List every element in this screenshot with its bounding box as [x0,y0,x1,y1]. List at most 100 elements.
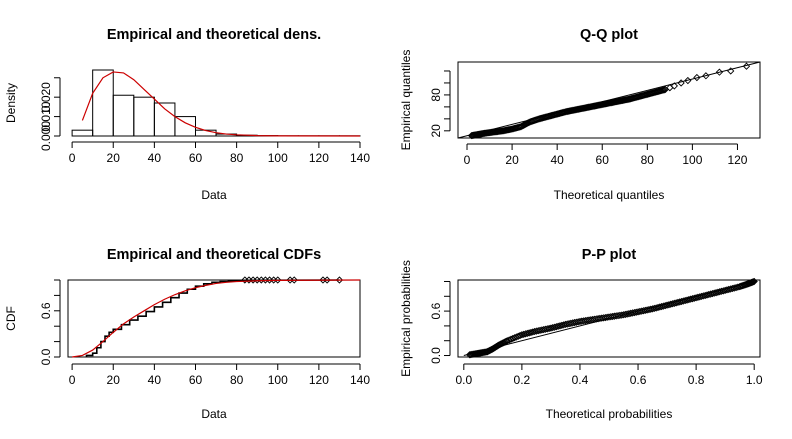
data-point [708,289,717,298]
x-tick-label: 0 [69,151,76,165]
data-point [556,322,564,330]
data-point [712,289,720,297]
data-point [543,325,551,333]
data-point [683,296,691,304]
x-tick-label: 60 [189,151,203,165]
panel-3-frame [457,279,761,358]
empirical-cdf-point [335,276,344,284]
y-tick-label: 0.020 [39,82,53,112]
x-tick-label: 40 [148,151,162,165]
data-point [715,68,724,76]
x-tick-label: 0.4 [572,373,589,387]
data-point [554,322,562,330]
data-point [525,329,533,337]
y-tick-label: 20 [429,124,443,138]
data-point [523,329,531,338]
data-point [696,293,704,301]
data-point [723,286,731,294]
data-point [721,286,729,295]
data-point [676,298,684,306]
data-point [659,86,667,94]
data-point [507,335,515,343]
x-tick-label: 60 [596,153,610,167]
data-point [705,290,713,299]
x-tick-label: 20 [107,151,121,165]
x-tick-label: 0.2 [514,373,531,387]
x-tick-label: 60 [189,373,203,387]
y-tick-label: 0.0 [429,347,443,364]
x-tick-label: 120 [727,153,747,167]
data-point [505,336,513,344]
data-point [694,293,702,301]
data-point [558,321,566,329]
data-point [663,301,671,309]
data-point [527,328,535,337]
data-point [530,327,539,336]
data-point [512,333,521,341]
data-point [661,301,669,310]
data-point [725,285,733,294]
data-point [552,323,561,331]
data-point [726,285,735,293]
data-point [714,288,722,296]
data-point [699,292,708,300]
data-point [670,299,678,307]
x-tick-label: 80 [230,373,244,387]
data-point [668,300,677,308]
x-tick-label: 80 [641,153,655,167]
data-point [716,288,724,296]
histogram-bar [112,94,135,137]
x-tick-label: 1.0 [746,373,763,387]
x-tick-label: 0.8 [688,373,705,387]
y-tick-label: 80 [429,88,443,102]
data-point [681,296,689,305]
panel-2-title: Empirical and theoretical CDFs [107,247,321,263]
histogram-bar [133,96,155,137]
data-point [510,334,519,342]
x-tick-label: 100 [268,373,288,387]
panel-2-ylabel: CDF [4,306,18,331]
data-point [677,79,685,87]
x-tick-label: 0 [464,153,471,167]
data-point [665,301,673,309]
data-point [672,299,680,307]
data-point [645,305,653,314]
data-point [750,277,758,286]
data-point [559,321,568,329]
data-point [503,337,512,345]
data-point [703,291,711,299]
histogram-bar [153,102,176,137]
x-tick-label: 80 [230,151,244,165]
data-point [693,73,701,82]
data-point [688,295,697,303]
x-tick-label: 20 [505,153,519,167]
fitted-cdf-curve [72,279,361,358]
x-tick-label: 20 [107,373,121,387]
empirical-cdf-steps [85,279,340,357]
x-tick-label: 140 [350,373,370,387]
data-point [706,290,715,298]
data-point [687,295,695,303]
data-point [516,331,524,340]
panel-2-frame [67,279,361,358]
data-point [674,298,682,307]
data-point [692,294,700,302]
data-point [679,297,688,305]
y-tick-label: 0.6 [429,302,443,319]
y-tick-label: 0.000 [39,121,53,151]
data-point [529,328,537,336]
data-point [702,72,710,80]
data-point [667,300,675,308]
data-point [719,287,727,295]
y-tick-label: 0.6 [39,302,53,319]
data-point [647,305,655,313]
x-tick-label: 40 [148,373,162,387]
empirical-cdf-point [290,276,298,284]
x-tick-label: 40 [550,153,564,167]
empirical-cdf-point [274,276,282,284]
x-tick-label: 120 [309,373,329,387]
data-point [549,324,557,332]
data-point [650,304,659,313]
data-point [656,303,664,311]
